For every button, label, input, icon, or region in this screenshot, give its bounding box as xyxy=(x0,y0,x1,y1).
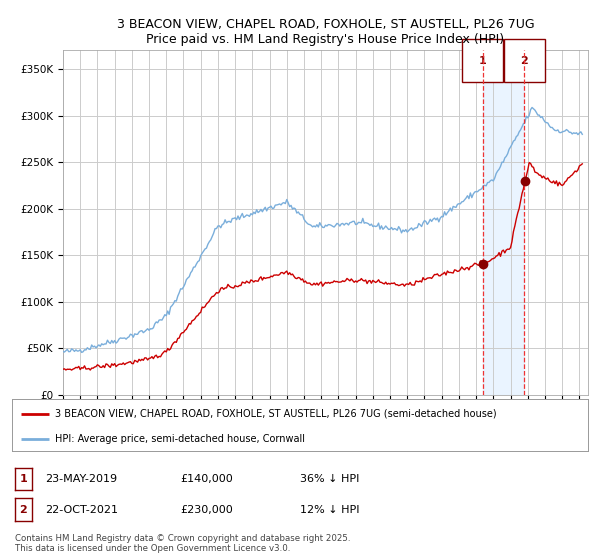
Text: 2: 2 xyxy=(521,55,529,66)
Text: Contains HM Land Registry data © Crown copyright and database right 2025.
This d: Contains HM Land Registry data © Crown c… xyxy=(15,534,350,553)
Text: £230,000: £230,000 xyxy=(180,505,233,515)
Text: 1: 1 xyxy=(20,474,27,484)
Text: 12% ↓ HPI: 12% ↓ HPI xyxy=(300,505,359,515)
Text: 2: 2 xyxy=(20,505,27,515)
Text: 1: 1 xyxy=(479,55,487,66)
Text: 36% ↓ HPI: 36% ↓ HPI xyxy=(300,474,359,484)
Text: 23-MAY-2019: 23-MAY-2019 xyxy=(45,474,117,484)
Bar xyxy=(483,50,524,395)
Text: HPI: Average price, semi-detached house, Cornwall: HPI: Average price, semi-detached house,… xyxy=(55,435,305,445)
Title: 3 BEACON VIEW, CHAPEL ROAD, FOXHOLE, ST AUSTELL, PL26 7UG
Price paid vs. HM Land: 3 BEACON VIEW, CHAPEL ROAD, FOXHOLE, ST … xyxy=(116,18,535,46)
Text: £140,000: £140,000 xyxy=(180,474,233,484)
Text: 3 BEACON VIEW, CHAPEL ROAD, FOXHOLE, ST AUSTELL, PL26 7UG (semi-detached house): 3 BEACON VIEW, CHAPEL ROAD, FOXHOLE, ST … xyxy=(55,409,497,419)
Text: 22-OCT-2021: 22-OCT-2021 xyxy=(45,505,118,515)
